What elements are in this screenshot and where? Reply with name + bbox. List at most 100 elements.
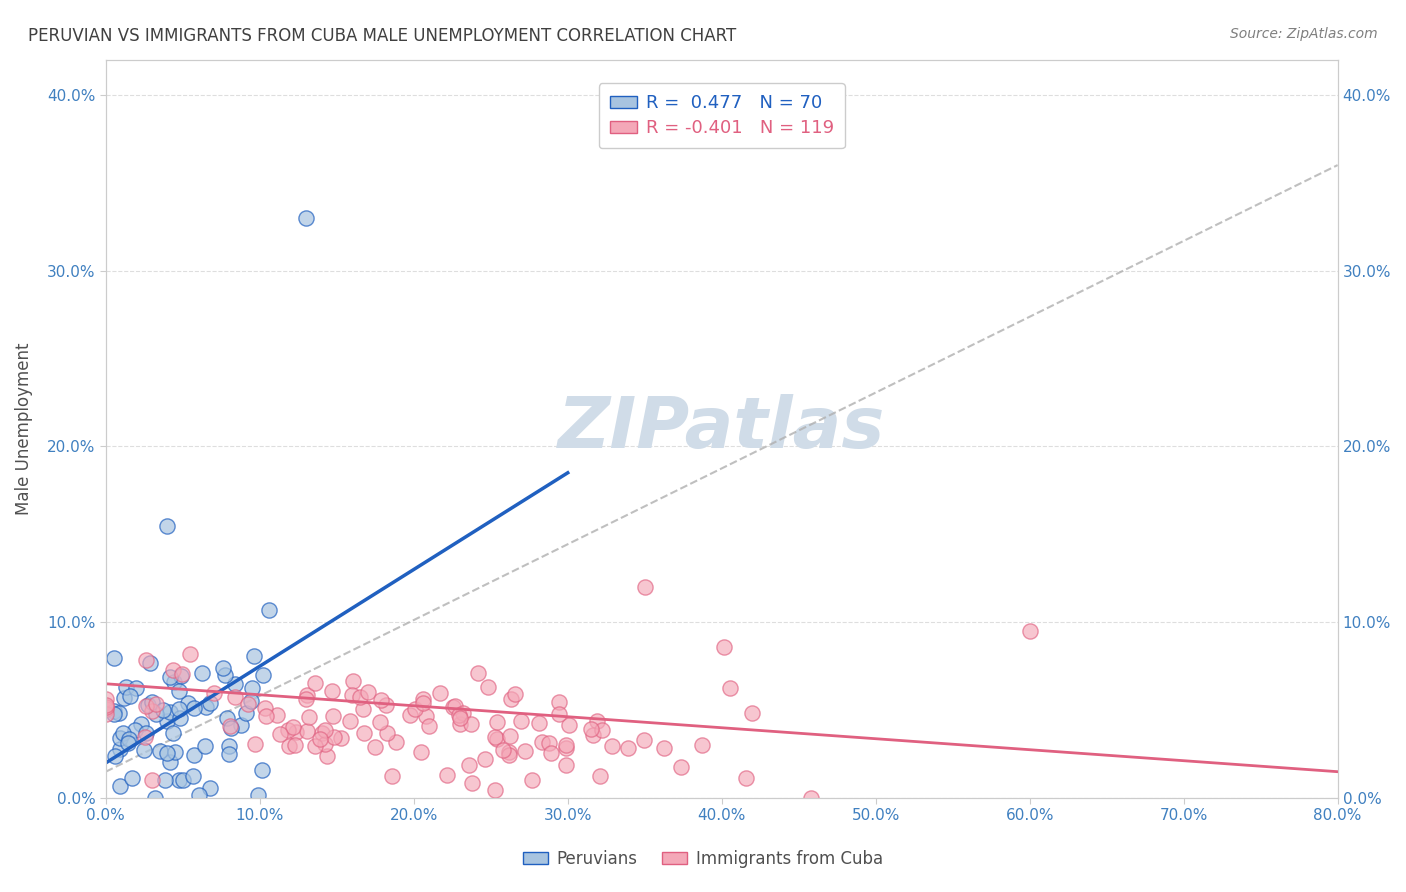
Point	[132, 742, 155, 756]
Point	[281, 720, 304, 734]
Point	[224, 677, 246, 691]
Point	[669, 760, 692, 774]
Point	[322, 731, 344, 745]
Point	[467, 666, 489, 681]
Point	[411, 745, 433, 759]
Point	[633, 733, 655, 747]
Point	[167, 772, 190, 787]
Point	[399, 708, 422, 723]
Point	[118, 732, 141, 747]
Point	[322, 709, 344, 723]
Point	[329, 731, 352, 745]
Point	[415, 709, 437, 723]
Point	[451, 706, 474, 721]
Point	[412, 692, 434, 706]
Point	[94, 707, 117, 722]
Point	[269, 726, 291, 740]
Point	[314, 723, 336, 737]
Point	[156, 518, 179, 533]
Point	[498, 745, 520, 759]
Point	[114, 680, 136, 694]
Point	[349, 690, 371, 705]
Point	[141, 773, 163, 788]
Point	[156, 714, 179, 728]
Point	[229, 718, 252, 732]
Point	[457, 758, 479, 772]
Point	[304, 739, 326, 753]
Text: Source: ZipAtlas.com: Source: ZipAtlas.com	[1230, 27, 1378, 41]
Point	[600, 739, 623, 753]
Point	[370, 693, 392, 707]
Point	[172, 772, 194, 787]
Point	[169, 711, 191, 725]
Point	[108, 731, 131, 745]
Point	[547, 707, 569, 722]
Point	[187, 788, 209, 802]
Point	[215, 711, 238, 725]
Point	[121, 771, 143, 785]
Point	[690, 738, 713, 752]
Point	[236, 698, 259, 712]
Point	[353, 725, 375, 739]
Point	[295, 688, 318, 702]
Point	[195, 699, 218, 714]
Point	[194, 739, 217, 753]
Point	[741, 706, 763, 721]
Point	[449, 717, 471, 731]
Point	[218, 747, 240, 761]
Point	[219, 719, 242, 733]
Point	[145, 697, 167, 711]
Point	[118, 689, 141, 703]
Point	[586, 714, 609, 729]
Point	[108, 706, 131, 720]
Point	[103, 706, 125, 721]
Point	[125, 681, 148, 696]
Point	[537, 736, 560, 750]
Point	[170, 667, 193, 681]
Point	[503, 687, 526, 701]
Point	[509, 714, 531, 729]
Point	[163, 745, 186, 759]
Point	[153, 773, 176, 788]
Point	[499, 692, 522, 706]
Point	[94, 700, 117, 714]
Point	[143, 791, 166, 805]
Point	[112, 690, 135, 705]
Point	[314, 737, 336, 751]
Point	[112, 726, 135, 740]
Point	[321, 684, 343, 698]
Point	[152, 703, 174, 717]
Point	[339, 714, 361, 729]
Point	[418, 719, 440, 733]
Point	[1018, 624, 1040, 638]
Text: PERUVIAN VS IMMIGRANTS FROM CUBA MALE UNEMPLOYMENT CORRELATION CHART: PERUVIAN VS IMMIGRANTS FROM CUBA MALE UN…	[28, 27, 737, 45]
Point	[315, 749, 337, 764]
Point	[429, 686, 451, 700]
Point	[135, 726, 157, 740]
Point	[221, 721, 243, 735]
Point	[94, 702, 117, 716]
Point	[499, 729, 522, 743]
Point	[486, 732, 509, 747]
Point	[167, 701, 190, 715]
Point	[94, 698, 117, 712]
Point	[250, 763, 273, 777]
Text: ZIPatlas: ZIPatlas	[558, 394, 886, 463]
Point	[370, 714, 392, 729]
Point	[513, 744, 536, 758]
Point	[404, 701, 426, 715]
Point	[141, 704, 163, 718]
Point	[554, 758, 576, 772]
Point	[589, 769, 612, 783]
Point	[181, 769, 204, 783]
Point	[460, 716, 482, 731]
Point	[385, 735, 408, 749]
Point	[117, 736, 139, 750]
Point	[278, 739, 301, 753]
Point	[110, 779, 132, 793]
Point	[474, 752, 496, 766]
Point	[167, 684, 190, 698]
Point	[540, 747, 562, 761]
Point	[135, 699, 157, 714]
Point	[436, 768, 458, 782]
